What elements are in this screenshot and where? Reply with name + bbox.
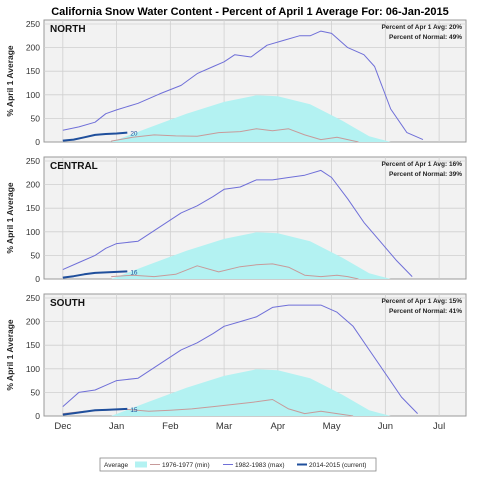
- y-tick-label: 100: [26, 227, 40, 237]
- legend-label: 1976-1977 (min): [162, 462, 210, 469]
- series-average-area: [111, 232, 391, 279]
- series-current-line: [62, 270, 128, 279]
- x-tick-label: Jan: [109, 421, 124, 432]
- y-axis-label: % April 1 Average: [5, 45, 15, 117]
- region-name: CENTRAL: [50, 161, 98, 172]
- region-name: SOUTH: [50, 298, 85, 309]
- chart-title: California Snow Water Content - Percent …: [51, 6, 449, 18]
- panel-central: 0 50 100 150 200 250 % April 1 Average 16 CENTRA…: [5, 156, 467, 284]
- series-average-area: [111, 369, 391, 416]
- y-tick-label: 250: [26, 19, 40, 29]
- y-tick-label: 250: [26, 156, 40, 166]
- series-min-line: [111, 128, 359, 143]
- series-min-line: [111, 263, 359, 280]
- y-tick-label: 200: [26, 317, 40, 327]
- legend: Average 1976-1977 (min) 1982-1983 (max) 201…: [99, 457, 377, 472]
- legend-label: Average: [104, 462, 128, 469]
- stat-apr1-percent: Percent of Apr 1 Avg: 20%: [381, 24, 462, 31]
- series-max-line: [62, 169, 413, 277]
- x-tick-label: Feb: [162, 421, 178, 432]
- y-tick-label: 100: [26, 364, 40, 374]
- current-value-label: 15: [130, 407, 138, 414]
- x-tick-label: Mar: [216, 421, 232, 432]
- stat-normal-percent: Percent of Normal: 39%: [389, 171, 462, 178]
- stat-normal-percent: Percent of Normal: 41%: [389, 308, 462, 315]
- y-tick-label: 50: [31, 250, 41, 260]
- y-tick-label: 200: [26, 180, 40, 190]
- x-tick-label: Jul: [433, 421, 445, 432]
- x-tick-label: Jun: [378, 421, 393, 432]
- stat-normal-percent: Percent of Normal: 49%: [389, 34, 462, 41]
- legend-min: 1976-1977 (min): [150, 462, 210, 469]
- y-tick-label: 0: [35, 274, 40, 284]
- y-tick-label: 0: [35, 137, 40, 147]
- stat-apr1-percent: Percent of Apr 1 Avg: 16%: [381, 161, 462, 168]
- series-current-line: [62, 407, 128, 416]
- legend-label: 1982-1983 (max): [235, 462, 285, 469]
- series-max-line: [62, 304, 418, 414]
- x-tick-label: Apr: [270, 421, 285, 432]
- series-current-line: [62, 131, 128, 142]
- stat-apr1-percent: Percent of Apr 1 Avg: 15%: [381, 298, 462, 305]
- legend-label: 2014-2015 (current): [309, 462, 366, 469]
- legend-current: 2014-2015 (current): [297, 462, 366, 469]
- x-tick-label: May: [323, 421, 341, 432]
- legend-max: 1982-1983 (max): [223, 462, 285, 469]
- panel-south: 0 50 100 150 200 250 % April 1 Average 15 SOUTH P…: [5, 293, 467, 421]
- y-axis-label: % April 1 Average: [5, 182, 15, 254]
- x-tick-label: Dec: [54, 421, 71, 432]
- panel-north: 0 50 100 150 200 250 % April 1 Average 20 NORTH P…: [5, 19, 467, 147]
- current-value-label: 16: [130, 269, 138, 276]
- y-tick-label: 50: [31, 113, 41, 123]
- y-tick-label: 50: [31, 387, 41, 397]
- legend-average: Average: [104, 461, 147, 469]
- y-axis-label: % April 1 Average: [5, 319, 15, 391]
- legend-box: [99, 457, 377, 472]
- region-name: NORTH: [50, 24, 86, 35]
- y-tick-label: 150: [26, 66, 40, 76]
- y-tick-label: 250: [26, 293, 40, 303]
- y-tick-label: 100: [26, 90, 40, 100]
- y-tick-label: 200: [26, 43, 40, 53]
- current-value-label: 20: [130, 131, 138, 138]
- y-tick-label: 0: [35, 411, 40, 421]
- y-tick-label: 150: [26, 203, 40, 213]
- series-max-line: [62, 30, 424, 141]
- y-tick-label: 150: [26, 340, 40, 350]
- series-average-area: [111, 95, 391, 142]
